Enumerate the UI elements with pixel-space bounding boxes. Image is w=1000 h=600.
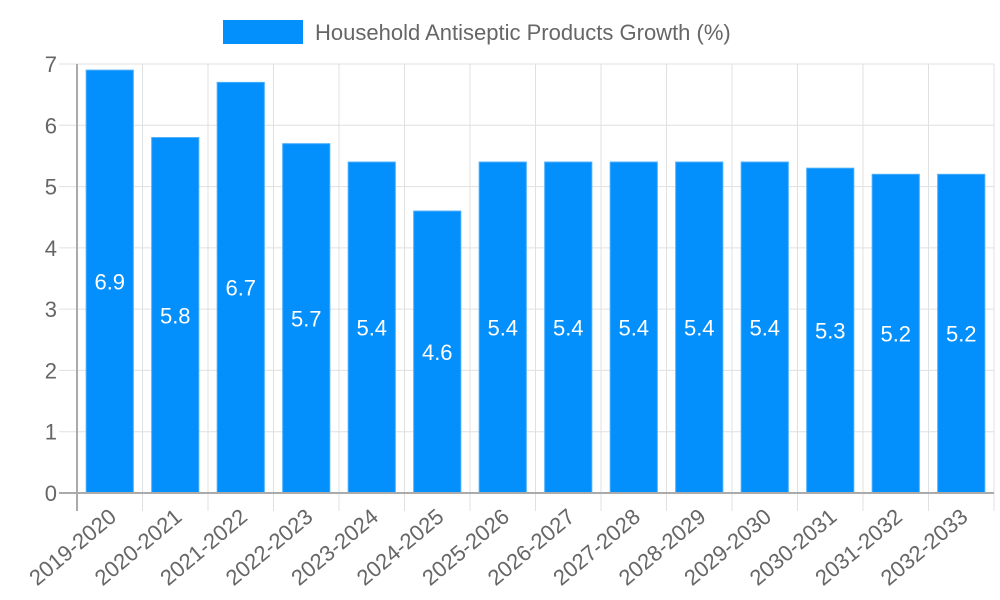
x-axis-ticks: 2019-20202020-20212021-20222022-20232023…	[24, 504, 972, 591]
bar-2020-2021[interactable]: 5.8	[151, 137, 200, 494]
bar-2024-2025[interactable]: 4.6	[413, 210, 462, 494]
bar-value-label: 5.7	[291, 306, 322, 331]
y-tick-label: 0	[45, 481, 57, 506]
bar-2026-2027[interactable]: 5.4	[544, 161, 593, 494]
bar-2022-2023[interactable]: 5.7	[282, 143, 331, 494]
bar-2028-2029[interactable]: 5.4	[675, 161, 724, 494]
bar-rect[interactable]	[282, 143, 331, 494]
bar-value-label: 5.8	[160, 303, 191, 328]
y-tick-label: 1	[45, 420, 57, 445]
y-tick-label: 7	[45, 52, 57, 77]
bar-2029-2030[interactable]: 5.4	[740, 161, 789, 494]
y-tick-label: 3	[45, 297, 57, 322]
bar-rect[interactable]	[544, 161, 593, 494]
y-axis-ticks: 0 1 2 3 4 5 6 7	[45, 52, 57, 506]
legend[interactable]: Household Antiseptic Products Growth (%)	[223, 20, 731, 45]
bar-value-label: 5.2	[946, 322, 977, 347]
bar-rect[interactable]	[609, 161, 658, 494]
bar-rect[interactable]	[937, 173, 986, 494]
bar-value-label: 5.4	[684, 316, 715, 341]
bar-2023-2024[interactable]: 5.4	[347, 161, 396, 494]
bar-2027-2028[interactable]: 5.4	[609, 161, 658, 494]
bar-value-label: 5.3	[815, 319, 846, 344]
bar-value-label: 4.6	[422, 340, 453, 365]
bar-2032-2033[interactable]: 5.2	[937, 173, 986, 494]
bar-rect[interactable]	[413, 210, 462, 494]
bar-value-label: 5.4	[553, 316, 584, 341]
axes	[59, 64, 994, 511]
bar-value-label: 5.4	[749, 316, 780, 341]
bar-value-label: 5.4	[618, 316, 649, 341]
bar-value-label: 6.7	[225, 276, 256, 301]
bar-2031-2032[interactable]: 5.2	[871, 173, 920, 494]
bar-rect[interactable]	[347, 161, 396, 494]
bar-2025-2026[interactable]: 5.4	[478, 161, 527, 494]
bar-2019-2020[interactable]: 6.9	[85, 69, 134, 494]
bars: 6.9 5.8 6.7 5.7 5.4 4.6 5.4 5.4 5.4 5.4 5.4 5.3 5.2 5…	[85, 69, 986, 494]
y-tick-label: 4	[45, 236, 57, 261]
bar-rect[interactable]	[871, 173, 920, 494]
bar-2030-2031[interactable]: 5.3	[806, 167, 855, 494]
bar-value-label: 5.4	[356, 316, 387, 341]
bar-rect[interactable]	[806, 167, 855, 494]
bar-value-label: 5.2	[880, 322, 911, 347]
bar-2021-2022[interactable]: 6.7	[216, 81, 265, 494]
y-tick-label: 2	[45, 358, 57, 383]
bar-value-label: 6.9	[94, 270, 125, 295]
bar-rect[interactable]	[740, 161, 789, 494]
legend-label: Household Antiseptic Products Growth (%)	[315, 20, 731, 45]
y-tick-label: 6	[45, 113, 57, 138]
legend-swatch	[223, 20, 303, 44]
y-tick-label: 5	[45, 175, 57, 200]
bar-rect[interactable]	[675, 161, 724, 494]
bar-value-label: 5.4	[487, 316, 518, 341]
